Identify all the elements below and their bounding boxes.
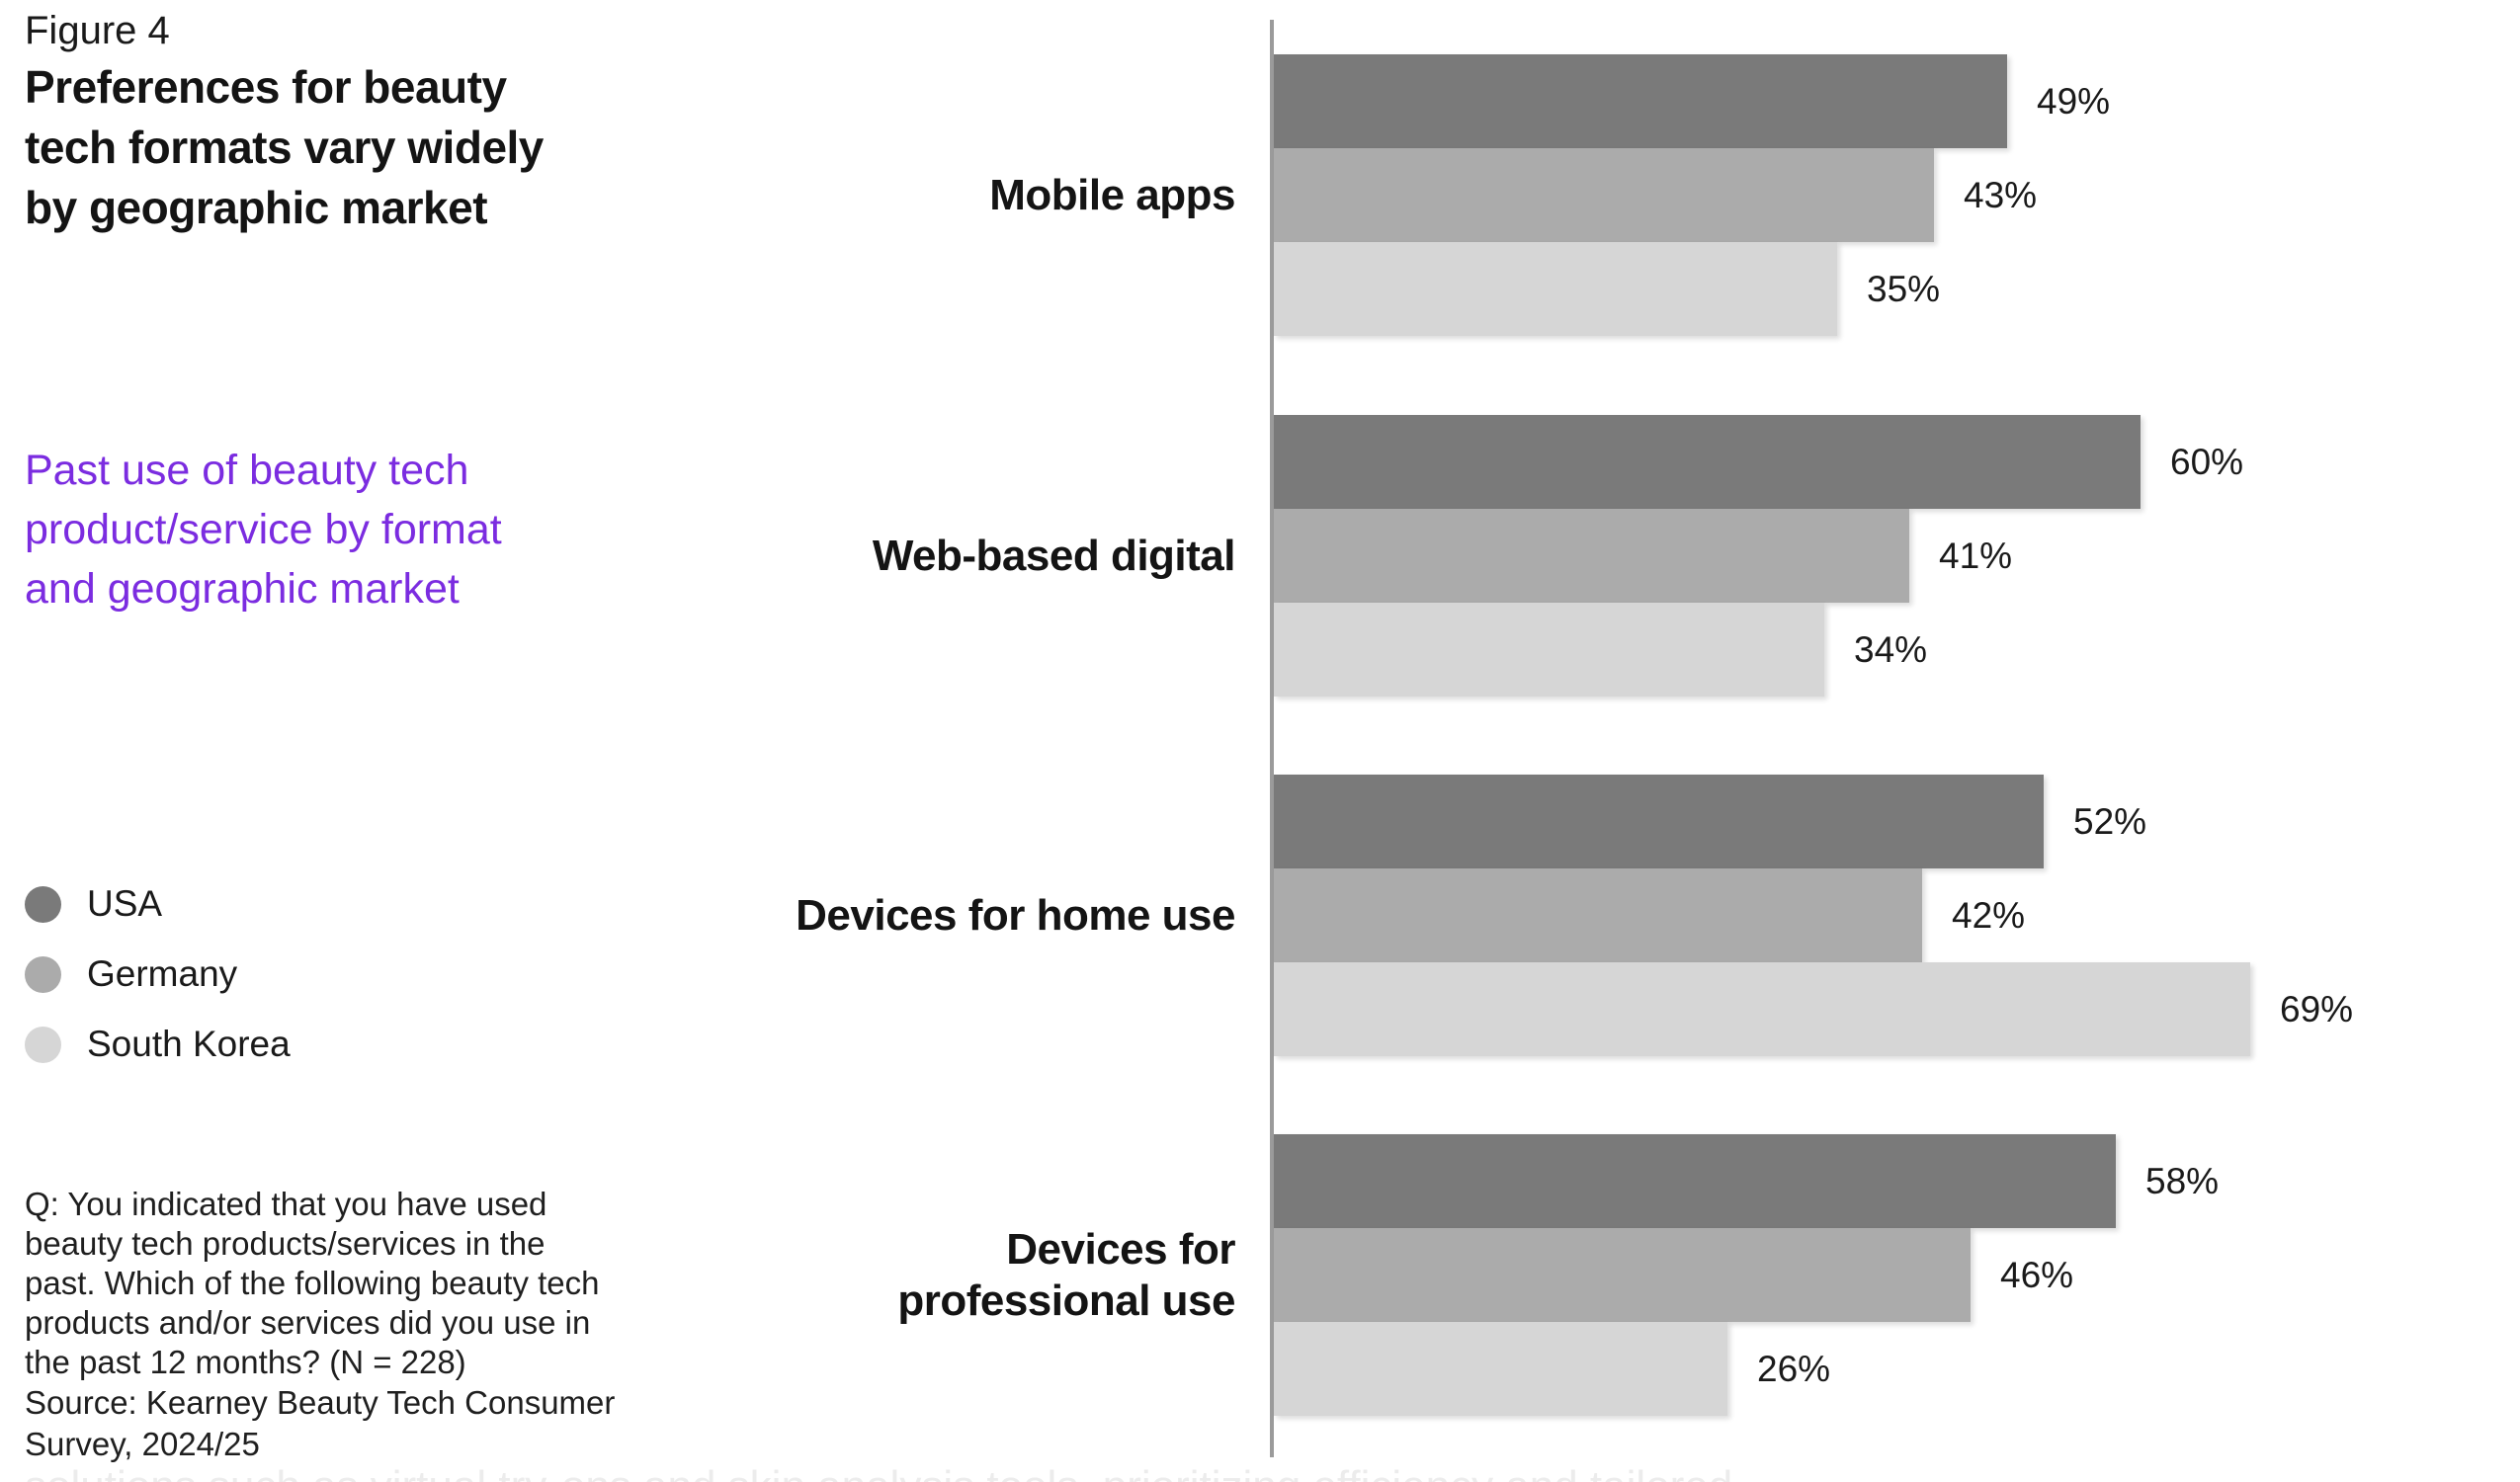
survey-question: Q: You indicated that you have used beau…	[25, 1186, 600, 1380]
legend-label: Germany	[87, 953, 238, 994]
legend-label: USA	[87, 883, 163, 924]
legend-swatch-circle	[25, 885, 61, 923]
bar-value-label: 58%	[2145, 1161, 2220, 1201]
chart-axis-line	[1270, 20, 1274, 1457]
category-label: Devices for professional use	[897, 1224, 1235, 1325]
bar-usa	[1274, 415, 2141, 509]
bar-usa	[1274, 1134, 2116, 1228]
bar-value-label: 49%	[2037, 81, 2111, 122]
bar-value-label: 43%	[1964, 175, 2038, 215]
bar-germany	[1274, 509, 1909, 603]
legend-item: South Korea	[25, 1023, 291, 1066]
legend-item: Germany	[25, 952, 291, 996]
chart-legend: USA Germany South Korea	[25, 882, 291, 1093]
category-label: Mobile apps	[989, 170, 1235, 219]
bar-germany	[1274, 148, 1934, 242]
bar-value-label: 34%	[1854, 629, 1928, 670]
figure-subtitle: Past use of beauty tech product/service …	[25, 447, 502, 613]
bar-south-korea	[1274, 1322, 1727, 1416]
bar-germany	[1274, 868, 1922, 962]
category-label: Web-based digital	[872, 531, 1236, 580]
bar-value-label: 35%	[1867, 269, 1941, 309]
bar-value-label: 42%	[1952, 895, 2026, 936]
figure-title: Preferences for beauty tech formats vary…	[25, 61, 544, 233]
bar-value-label: 26%	[1757, 1349, 1831, 1389]
bar-value-label: 69%	[2280, 989, 2354, 1029]
bar-value-label: 46%	[2000, 1255, 2074, 1295]
bar-value-label: 60%	[2170, 442, 2244, 482]
legend-label: South Korea	[87, 1024, 291, 1064]
bar-south-korea	[1274, 962, 2250, 1056]
bar-usa	[1274, 54, 2007, 148]
source-note: Source: Kearney Beauty Tech Consumer Sur…	[25, 1384, 616, 1462]
bar-usa	[1274, 775, 2044, 868]
figure-label: Figure 4	[25, 9, 170, 52]
legend-swatch-circle	[25, 1026, 61, 1063]
category-label: Devices for home use	[796, 890, 1235, 940]
bar-germany	[1274, 1228, 1971, 1322]
legend-item: USA	[25, 882, 291, 926]
clipped-background-text: solutions such as virtual try-ons and sk…	[25, 1461, 1732, 1482]
legend-swatch-circle	[25, 955, 61, 993]
bar-south-korea	[1274, 242, 1837, 336]
bar-south-korea	[1274, 603, 1824, 697]
bar-value-label: 41%	[1939, 535, 2013, 576]
bar-value-label: 52%	[2073, 801, 2147, 842]
